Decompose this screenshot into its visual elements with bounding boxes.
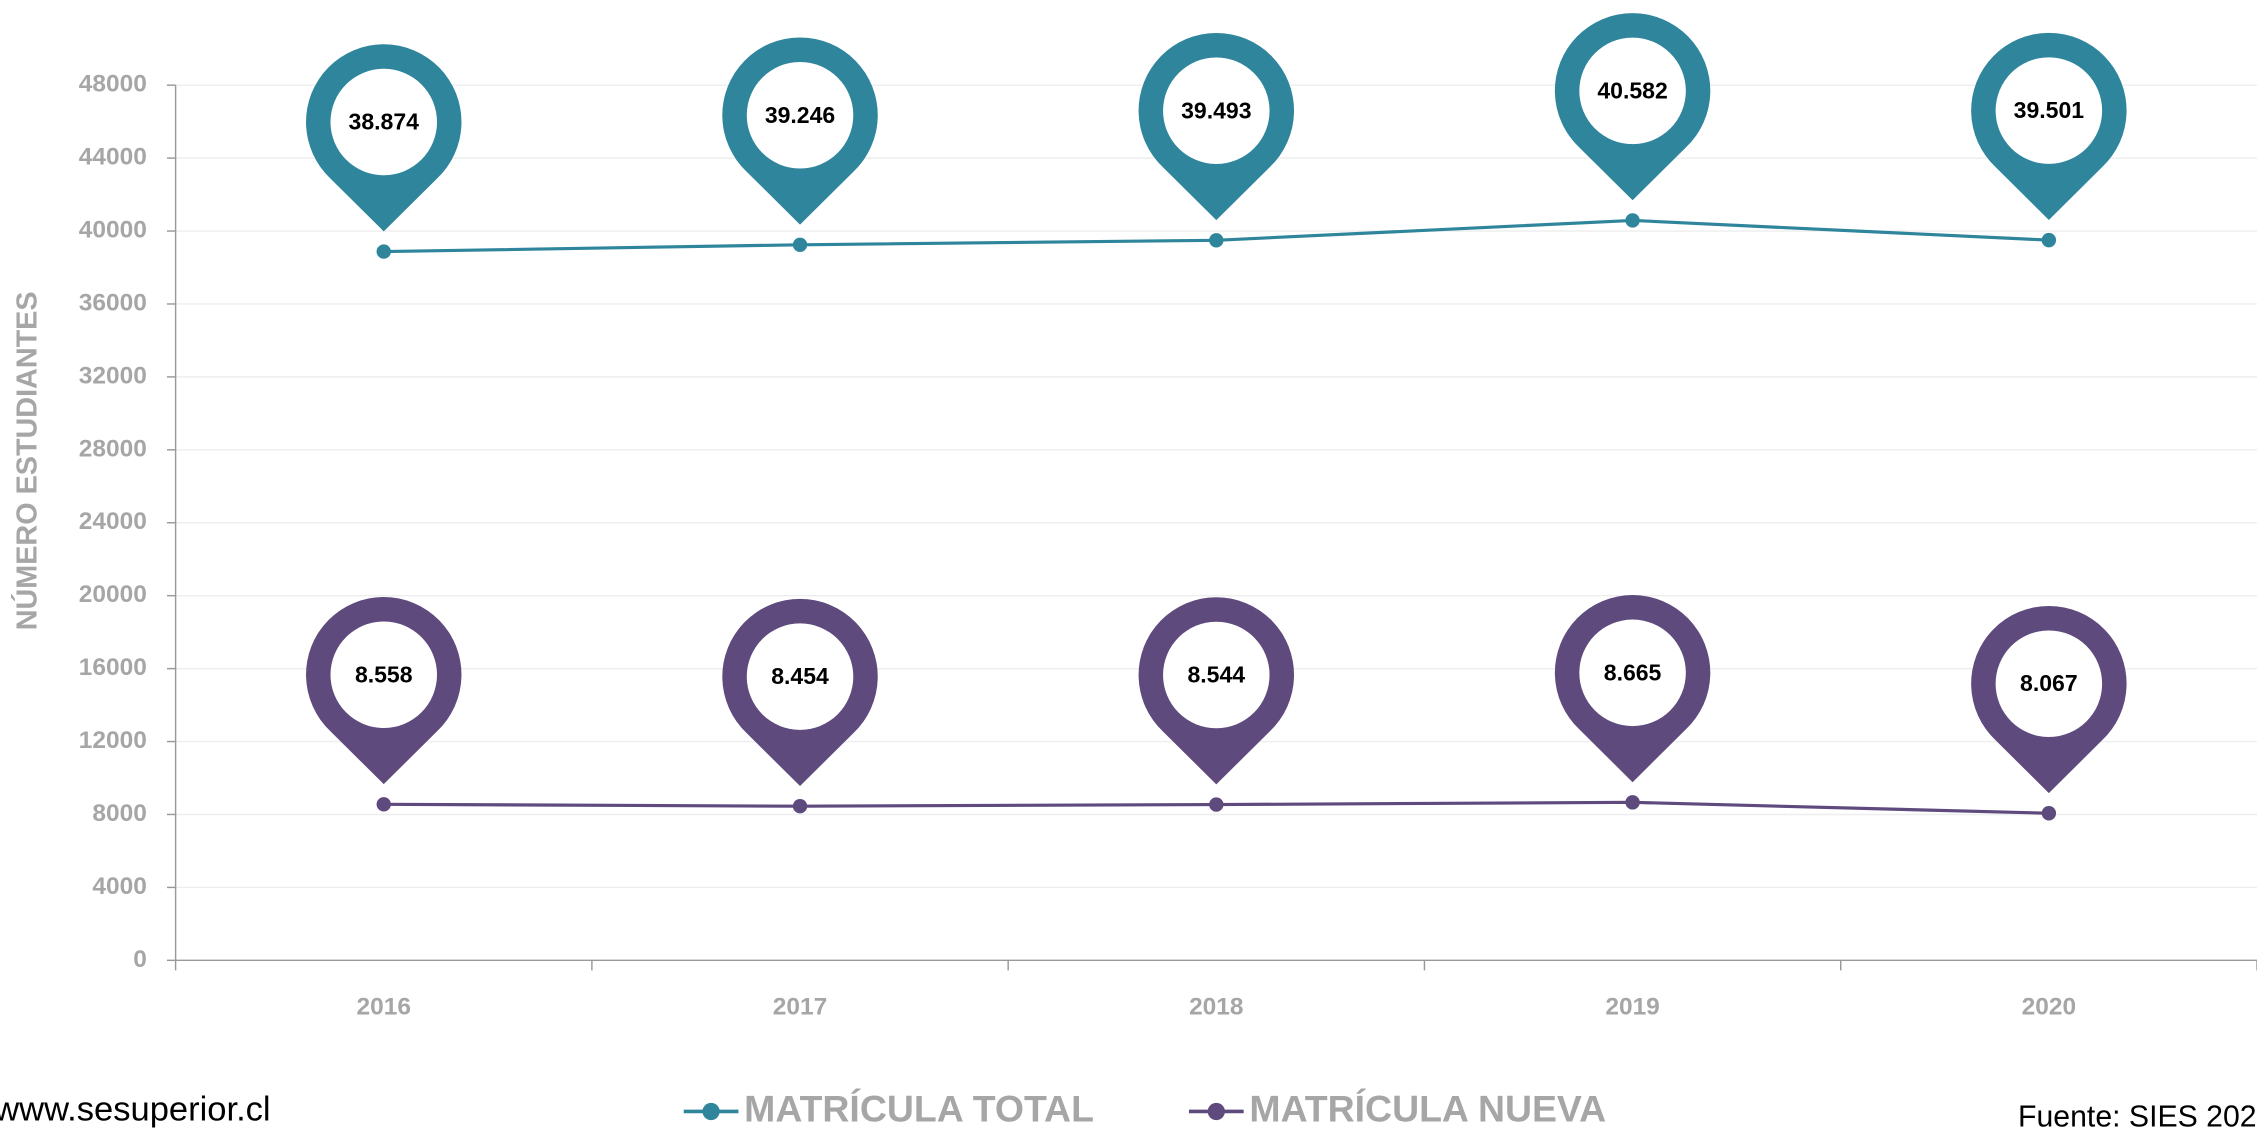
data-label: 39.246	[765, 102, 835, 128]
pin-hole	[1995, 57, 2103, 164]
y-tick-label: 32000	[79, 362, 147, 389]
data-label: 38.874	[349, 109, 420, 135]
pin-hole	[1163, 57, 1270, 164]
y-tick-label: 8000	[92, 800, 146, 827]
y-tick-label: 24000	[79, 508, 147, 535]
point	[792, 799, 808, 814]
point	[376, 244, 391, 259]
data-label: 8.454	[771, 663, 829, 689]
pin-hole	[1579, 619, 1686, 727]
legend-label: MATRÍCULA TOTAL	[744, 1087, 1094, 1129]
y-tick-label: 12000	[79, 727, 147, 754]
point	[1625, 795, 1640, 810]
y-tick-label: 40000	[79, 217, 147, 244]
y-axis-label: NÚMERO ESTUDIANTES	[9, 291, 43, 630]
point	[376, 797, 391, 812]
y-tick-label: 28000	[79, 435, 147, 462]
x-tick-label: 2017	[773, 993, 827, 1020]
footer-left: www.sesuperior.cl	[0, 1091, 271, 1129]
pin-hole	[330, 68, 438, 176]
legend-dot	[702, 1102, 720, 1121]
data-label: 8.067	[2020, 670, 2078, 696]
pin-hole	[1163, 621, 1270, 729]
pin-hole	[746, 61, 854, 169]
y-tick-label: 4000	[92, 873, 146, 900]
pin-hole	[746, 623, 854, 730]
x-tick-label: 2020	[2022, 993, 2076, 1020]
data-label: 39.493	[1181, 97, 1251, 123]
data-label: 39.501	[2014, 97, 2085, 123]
pin-hole	[330, 621, 438, 729]
data-label: 8.558	[355, 661, 413, 687]
legend-label: MATRÍCULA NUEVA	[1249, 1087, 1606, 1129]
pin-hole	[1579, 37, 1686, 145]
point	[792, 237, 808, 252]
y-tick-label: 20000	[79, 581, 147, 608]
point	[1625, 213, 1640, 228]
y-tick-label: 44000	[79, 144, 147, 171]
point	[1209, 233, 1224, 248]
data-label: 8.544	[1187, 662, 1245, 688]
y-tick-label: 36000	[79, 289, 147, 316]
data-label: 8.665	[1604, 659, 1662, 685]
y-tick-label: 16000	[79, 654, 147, 681]
x-tick-label: 2016	[357, 993, 411, 1020]
point	[1209, 797, 1224, 812]
x-tick-label: 2019	[1605, 993, 1659, 1020]
footer-right: Fuente: SIES 2020	[2018, 1101, 2257, 1129]
y-tick-label: 48000	[79, 71, 147, 98]
legend-dot	[1207, 1102, 1225, 1121]
point	[2041, 806, 2057, 821]
pin-hole	[1995, 630, 2103, 737]
x-tick-label: 2018	[1189, 993, 1243, 1020]
y-tick-label: 0	[133, 946, 147, 973]
point	[2041, 232, 2057, 248]
data-label: 40.582	[1597, 77, 1667, 103]
